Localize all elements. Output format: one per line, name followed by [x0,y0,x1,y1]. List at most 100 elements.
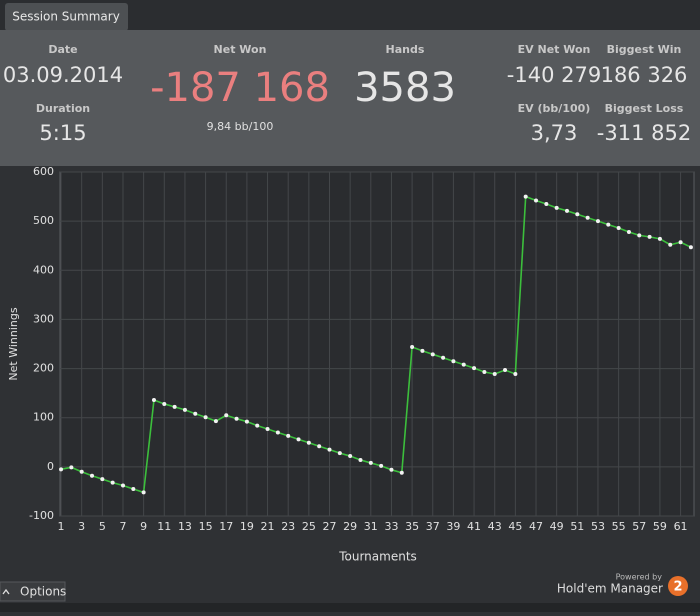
data-point [389,467,394,472]
x-tick-label: 39 [446,520,460,533]
data-point [368,460,373,465]
data-point [327,447,332,452]
tab[interactable] [5,3,128,31]
data-point [482,370,487,375]
stat-value: -311 852 [597,121,691,145]
stat-label: EV Net Won [518,43,591,56]
y-tick-label: 500 [33,214,54,227]
data-point [626,229,631,234]
bottom-bar [0,603,700,612]
data-point [193,411,198,416]
data-point [523,194,528,199]
data-point [420,348,425,353]
data-point [255,423,260,428]
data-point [131,486,136,491]
data-point [492,371,497,376]
y-tick-label: -100 [29,509,54,522]
data-point [79,469,84,474]
stat-label: Hands [386,43,425,56]
x-tick-label: 9 [140,520,147,533]
data-point [120,483,125,488]
x-tick-label: 43 [488,520,502,533]
plot-area [59,171,695,517]
stat-value: 3,73 [531,121,578,145]
data-point [575,212,580,217]
options-button[interactable] [0,581,66,602]
data-point [151,398,156,403]
y-axis-label: Net Winnings [7,307,20,380]
x-tick-label: 23 [281,520,295,533]
stat-value: -187 168 [150,65,330,111]
x-tick-label: 45 [508,520,522,533]
data-point [657,236,662,241]
data-point [306,440,311,445]
y-tick-label: 200 [33,362,54,375]
x-tick-label: 17 [219,520,233,533]
data-point [379,463,384,468]
data-point [430,352,435,357]
data-point [472,366,477,371]
x-tick-label: 25 [302,520,316,533]
stat-value: 3583 [354,65,456,111]
x-tick-label: 49 [550,520,564,533]
x-tick-label: 1 [58,520,65,533]
x-tick-label: 7 [119,520,126,533]
options-label[interactable]: Options [20,585,66,599]
data-point [668,242,673,247]
x-tick-label: 21 [261,520,275,533]
x-tick-label: 35 [405,520,419,533]
data-point [317,444,322,449]
x-tick-label: 13 [178,520,192,533]
caret [2,588,10,595]
data-point [59,467,64,472]
data-point [451,359,456,364]
stat-sub: 9,84 bb/100 [207,120,274,133]
data-point [410,344,415,349]
x-tick-label: 61 [674,520,688,533]
y-tick-label: 400 [33,263,54,276]
y-tick-label: 100 [33,411,54,424]
data-point [110,480,115,485]
data-point [503,368,508,373]
data-point [100,477,105,482]
stat-label: Date [48,43,77,56]
y-tick-label: 0 [47,460,54,473]
data-point [637,233,642,238]
data-point [616,226,621,231]
data-point [358,457,363,462]
data-point [244,419,249,424]
stat-value: 186 326 [601,63,688,87]
data-point [585,215,590,220]
brand-logo [668,576,688,596]
x-tick-label: 51 [570,520,584,533]
stat-value: 5:15 [39,121,86,145]
data-point [348,454,353,459]
x-tick-label: 47 [529,520,543,533]
stat-label: Net Won [214,43,267,56]
data-point [286,433,291,438]
data-point [554,205,559,210]
data-point [90,473,95,478]
stat-label: Duration [36,102,90,115]
x-tick-label: 19 [240,520,254,533]
tab-label[interactable]: Session Summary [12,10,120,24]
data-point [213,419,218,424]
data-point [182,407,187,412]
data-point [647,234,652,239]
data-point [399,470,404,475]
x-tick-label: 3 [78,520,85,533]
data-point [461,362,466,367]
stat-value: 03.09.2014 [3,63,123,87]
data-point [564,208,569,213]
x-tick-label: 57 [632,520,646,533]
stat-label: Biggest Loss [605,102,684,115]
stat-value: -140 279 [507,63,601,87]
x-tick-label: 27 [323,520,337,533]
x-tick-label: 55 [612,520,626,533]
data-point [441,355,446,360]
brand-version: 2 [673,580,682,595]
stats-panel [0,30,700,166]
x-tick-label: 5 [99,520,106,533]
x-tick-label: 33 [384,520,398,533]
